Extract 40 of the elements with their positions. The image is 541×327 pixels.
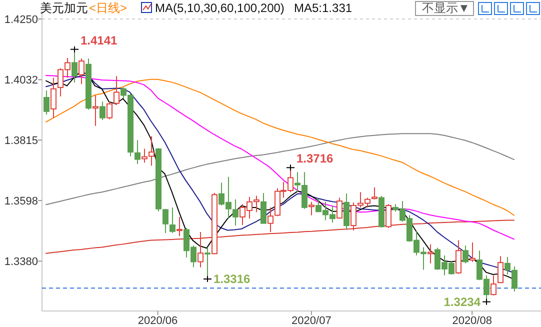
candlestick — [50, 77, 56, 118]
y-tick-label: 1.3598 — [4, 195, 38, 208]
x-tick-label: 2020/07 — [292, 315, 332, 327]
text: MA5:1.331 — [294, 1, 352, 15]
annotation: 1.3316 — [214, 272, 251, 286]
candlestick — [456, 240, 462, 274]
y-tick-label: 1.3380 — [4, 256, 38, 268]
candlestick — [344, 193, 350, 230]
candlestick — [176, 216, 182, 237]
candlestick — [336, 197, 342, 220]
annotation: 1.4141 — [80, 33, 118, 48]
candlestick — [428, 244, 434, 264]
chart-title: 美元加元 — [40, 1, 88, 15]
candlestick — [498, 256, 504, 284]
y-tick-label: 1.3815 — [4, 135, 38, 148]
candlestick — [490, 274, 496, 296]
candlestick — [148, 136, 154, 166]
y-tick-label: 1.4250 — [4, 14, 38, 26]
y-tick-label: 1.4032 — [4, 74, 38, 87]
candlestick — [462, 245, 468, 264]
candlestick — [78, 58, 84, 85]
candlestick — [470, 242, 476, 262]
candlestick — [372, 186, 378, 200]
annotation: 1.3234 — [444, 294, 481, 309]
candlestick — [260, 192, 266, 224]
candlestick — [92, 94, 98, 126]
candlestick — [44, 90, 50, 115]
text: 不显示▼ — [422, 1, 470, 15]
candlestick — [100, 101, 106, 121]
line-series — [46, 78, 514, 216]
line-series — [46, 133, 514, 206]
candlestick — [134, 140, 140, 165]
candlestick — [308, 201, 314, 216]
chart-subtitle: <日线> — [89, 1, 128, 15]
annotation: 1.3716 — [296, 152, 334, 166]
text: MA(5,10,30,60,100,200) — [155, 1, 284, 15]
x-tick-label: 2020/08 — [452, 315, 492, 327]
candlestick — [142, 148, 148, 164]
x-tick-label: 2020/06 — [138, 315, 178, 327]
candlestick — [170, 206, 176, 234]
